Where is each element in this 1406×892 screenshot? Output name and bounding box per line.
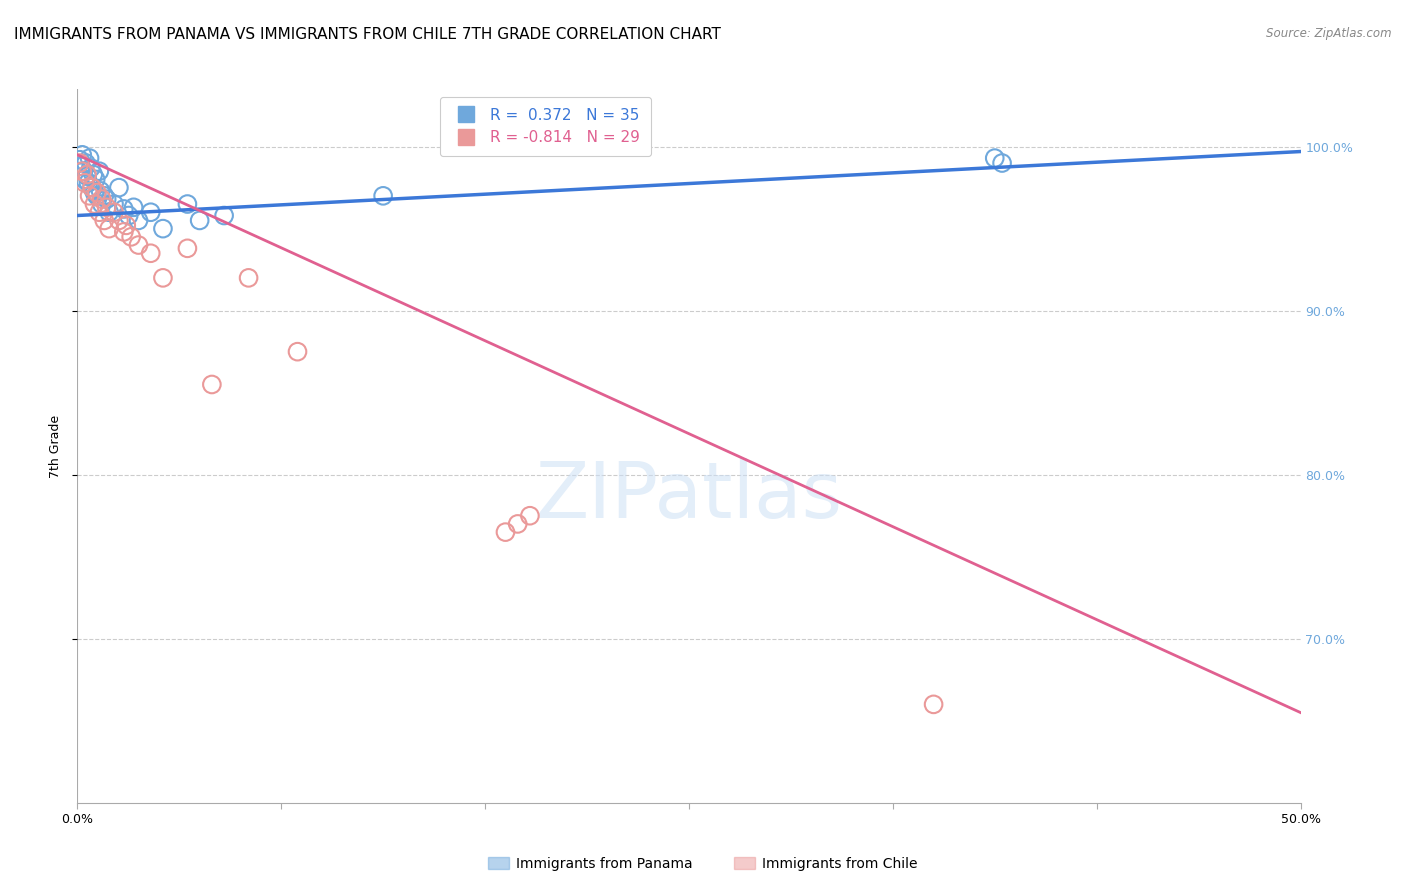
Point: [152, 270, 174, 285]
Point: [519, 508, 541, 523]
Point: [69, 153, 91, 167]
Point: [212, 209, 235, 223]
Point: [201, 377, 224, 392]
Text: Source: ZipAtlas.com: Source: ZipAtlas.com: [1267, 27, 1392, 40]
Legend: Immigrants from Panama, Immigrants from Chile: Immigrants from Panama, Immigrants from …: [482, 851, 924, 876]
Point: [86, 186, 108, 200]
Point: [90, 192, 112, 206]
Legend: R =  0.372   N = 35, R = -0.814   N = 29: R = 0.372 N = 35, R = -0.814 N = 29: [440, 97, 651, 156]
Point: [115, 219, 138, 233]
Point: [96, 192, 118, 206]
Point: [495, 525, 517, 540]
Point: [128, 213, 150, 227]
Point: [238, 270, 260, 285]
Point: [90, 184, 112, 198]
Point: [120, 230, 142, 244]
Text: IMMIGRANTS FROM PANAMA VS IMMIGRANTS FROM CHILE 7TH GRADE CORRELATION CHART: IMMIGRANTS FROM PANAMA VS IMMIGRANTS FRO…: [14, 27, 721, 42]
Point: [112, 202, 135, 216]
Y-axis label: 7th Grade: 7th Grade: [49, 415, 62, 477]
Point: [86, 189, 108, 203]
Point: [103, 205, 125, 219]
Point: [93, 213, 115, 227]
Point: [96, 200, 118, 214]
Point: [76, 169, 98, 183]
Point: [70, 159, 93, 173]
Point: [73, 172, 96, 186]
Point: [188, 213, 211, 227]
Point: [83, 197, 105, 211]
Point: [118, 209, 141, 223]
Point: [84, 172, 107, 186]
Point: [80, 180, 103, 194]
Point: [152, 221, 174, 235]
Point: [287, 344, 309, 359]
Point: [70, 164, 93, 178]
Point: [80, 161, 103, 175]
Point: [80, 180, 103, 194]
Point: [984, 151, 1007, 165]
Point: [108, 213, 131, 227]
Point: [79, 151, 101, 165]
Point: [82, 168, 104, 182]
Point: [112, 225, 135, 239]
Point: [83, 186, 105, 200]
Point: [69, 156, 91, 170]
Point: [991, 156, 1014, 170]
Point: [922, 698, 945, 712]
Point: [128, 238, 150, 252]
Text: ZIPatlas: ZIPatlas: [536, 458, 842, 534]
Point: [72, 164, 94, 178]
Point: [176, 197, 198, 211]
Point: [139, 205, 162, 219]
Point: [75, 156, 97, 170]
Point: [371, 189, 394, 203]
Point: [506, 516, 529, 531]
Point: [108, 180, 131, 194]
Point: [122, 200, 145, 214]
Point: [89, 164, 111, 178]
Point: [98, 221, 121, 235]
Point: [176, 241, 198, 255]
Point: [70, 148, 93, 162]
Point: [76, 168, 98, 182]
Point: [90, 197, 112, 211]
Point: [73, 176, 96, 190]
Point: [77, 176, 100, 190]
Point: [98, 205, 121, 219]
Point: [79, 189, 101, 203]
Point: [89, 205, 111, 219]
Point: [93, 189, 115, 203]
Point: [139, 246, 162, 260]
Point: [103, 197, 125, 211]
